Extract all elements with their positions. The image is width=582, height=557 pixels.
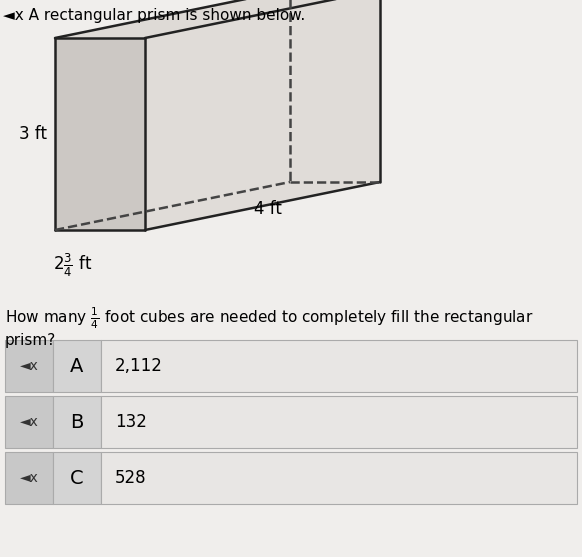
Text: How many $\frac{1}{4}$ foot cubes are needed to completely fill the rectangular : How many $\frac{1}{4}$ foot cubes are ne… <box>5 305 534 348</box>
Text: ◄x: ◄x <box>20 415 38 429</box>
Text: 2,112: 2,112 <box>115 357 163 375</box>
FancyBboxPatch shape <box>5 340 53 392</box>
FancyBboxPatch shape <box>5 452 53 504</box>
Text: B: B <box>70 413 84 432</box>
FancyBboxPatch shape <box>53 452 101 504</box>
Text: $2\frac{3}{4}$ ft: $2\frac{3}{4}$ ft <box>53 252 93 280</box>
FancyBboxPatch shape <box>53 340 101 392</box>
Polygon shape <box>55 0 380 38</box>
FancyBboxPatch shape <box>101 340 577 392</box>
Text: C: C <box>70 468 84 487</box>
Text: 4 ft: 4 ft <box>254 200 282 218</box>
Text: 132: 132 <box>115 413 147 431</box>
FancyBboxPatch shape <box>101 452 577 504</box>
FancyBboxPatch shape <box>53 396 101 448</box>
Polygon shape <box>145 0 380 230</box>
FancyBboxPatch shape <box>5 396 53 448</box>
Text: ◄x: ◄x <box>20 359 38 373</box>
Text: A: A <box>70 356 84 375</box>
Text: 3 ft: 3 ft <box>19 125 47 143</box>
FancyBboxPatch shape <box>101 396 577 448</box>
Polygon shape <box>55 38 145 230</box>
Text: ◄x A rectangular prism is shown below.: ◄x A rectangular prism is shown below. <box>3 8 305 23</box>
Text: ◄x: ◄x <box>20 471 38 485</box>
Text: 528: 528 <box>115 469 147 487</box>
